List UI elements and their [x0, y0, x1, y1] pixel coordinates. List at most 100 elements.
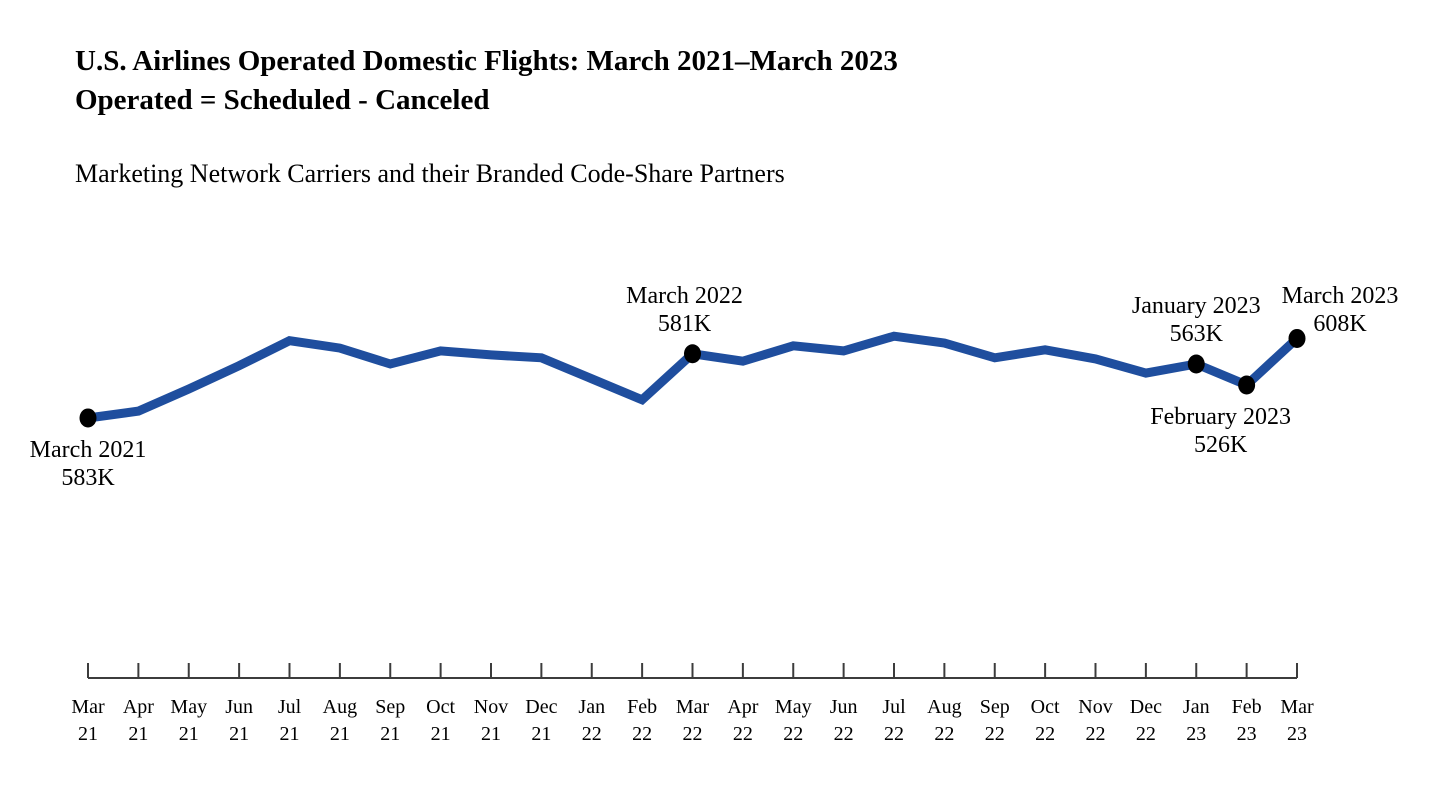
data-point-marker: [684, 344, 701, 364]
x-tick-label: Oct 21: [408, 694, 474, 748]
x-tick-month: Aug: [322, 696, 358, 718]
x-tick-year: 21: [229, 723, 250, 745]
x-tick-label: Mar 23: [1264, 694, 1330, 748]
annotation-title: March 2022: [626, 282, 743, 309]
annotation-title: February 2023: [1150, 404, 1291, 431]
x-axis: [87, 663, 1298, 679]
x-tick-label: May 21: [156, 694, 222, 748]
x-tick-year: 21: [329, 723, 350, 745]
x-tick-label: Aug 22: [911, 694, 977, 748]
annotation-title: March 2021: [29, 436, 147, 463]
data-point-marker: [1288, 328, 1306, 348]
x-tick-year: 21: [128, 723, 149, 745]
annotation: January 2023 563K: [1132, 292, 1261, 348]
x-tick-year: 22: [833, 723, 854, 745]
x-tick-year: 22: [581, 723, 602, 745]
x-tick-month: Mar: [71, 696, 105, 718]
x-tick-label: Jul 22: [861, 694, 927, 748]
x-tick-month: Jan: [578, 696, 606, 718]
annotation: February 2023 526K: [1150, 403, 1291, 459]
x-tick-year: 21: [279, 723, 300, 745]
annotation-title: March 2023: [1281, 283, 1399, 310]
x-tick-month: Dec: [1129, 696, 1162, 718]
x-tick-label: Feb 22: [609, 694, 675, 748]
chart-title-line1: U.S. Airlines Operated Domestic Flights:…: [75, 45, 898, 77]
x-tick-month: Jan: [1182, 696, 1210, 718]
x-tick-year: 21: [380, 723, 401, 745]
x-tick-year: 22: [632, 723, 653, 745]
x-tick-month: Apr: [122, 696, 154, 718]
x-tick-month: Jun: [225, 696, 254, 718]
x-tick-year: 22: [783, 723, 804, 745]
annotation-value: 608K: [1313, 311, 1367, 338]
x-tick-label: Aug 21: [307, 694, 373, 748]
x-tick-label: Feb 23: [1214, 694, 1280, 748]
annotation: March 2023 608K: [1282, 282, 1399, 338]
x-tick-month: Nov: [473, 696, 509, 718]
x-tick-month: May: [170, 696, 208, 718]
x-tick-label: Dec 21: [508, 694, 574, 748]
x-tick-month: Sep: [375, 696, 406, 718]
x-tick-month: Nov: [1078, 696, 1113, 718]
x-tick-label: Mar 21: [55, 694, 121, 748]
x-tick-month: Apr: [727, 696, 759, 718]
data-point-marker: [1238, 375, 1256, 395]
x-tick-year: 23: [1236, 723, 1257, 745]
x-tick-label: Jan 23: [1163, 694, 1229, 748]
x-tick-label: Nov 22: [1063, 694, 1129, 748]
x-tick-year: 21: [481, 723, 501, 745]
annotation-value: 581K: [657, 310, 712, 337]
x-tick-month: Oct: [426, 696, 456, 718]
x-tick-year: 21: [531, 723, 552, 745]
x-tick-year: 22: [984, 723, 1005, 745]
x-tick-label: May 22: [760, 694, 826, 748]
x-tick-month: Sep: [979, 696, 1010, 718]
x-tick-year: 22: [1135, 723, 1156, 745]
x-tick-month: May: [774, 696, 812, 718]
x-tick-month: Feb: [627, 696, 658, 718]
x-tick-label: Jun 21: [206, 694, 272, 748]
chart-caption: Marketing Network Carriers and their Bra…: [75, 159, 785, 188]
x-tick-year: 22: [884, 723, 904, 745]
x-tick-month: Oct: [1030, 696, 1060, 718]
x-tick-year: 22: [934, 723, 955, 745]
annotation-value: 526K: [1193, 432, 1248, 459]
x-tick-year: 22: [682, 723, 703, 745]
x-tick-label: Apr 21: [105, 694, 171, 748]
x-tick-label: Jul 21: [257, 694, 323, 748]
x-tick-label: Jan 22: [559, 694, 625, 748]
x-tick-month: Jul: [277, 696, 302, 718]
x-tick-month: Dec: [525, 696, 558, 718]
x-tick-label: Dec 22: [1113, 694, 1179, 748]
x-tick-year: 21: [178, 723, 199, 745]
data-point-marker: [79, 408, 97, 428]
annotation-value: 583K: [61, 464, 115, 491]
x-tick-year: 22: [732, 723, 753, 745]
annotation-value: 563K: [1169, 321, 1223, 347]
x-tick-year: 23: [1287, 723, 1307, 745]
annotation: March 2021 583K: [30, 436, 147, 492]
x-tick-label: Apr 22: [710, 694, 776, 748]
x-tick-label: Sep 22: [962, 694, 1028, 748]
data-point-marker: [1187, 354, 1205, 374]
chart-title: U.S. Airlines Operated Domestic Flights:…: [75, 42, 898, 120]
x-tick-label: Sep 21: [357, 694, 423, 748]
x-tick-label: Nov 21: [458, 694, 524, 748]
x-tick-month: Mar: [675, 696, 710, 718]
x-tick-month: Mar: [1280, 696, 1314, 718]
annotation: March 2022 581K: [626, 282, 743, 338]
x-tick-year: 22: [1085, 723, 1106, 745]
x-tick-year: 21: [430, 723, 451, 745]
data-point-markers: [79, 328, 1306, 428]
x-tick-label: Jun 22: [811, 694, 877, 748]
x-tick-month: Jul: [882, 696, 906, 718]
x-tick-year: 23: [1186, 723, 1207, 745]
annotation-title: January 2023: [1131, 293, 1261, 319]
x-tick-label: Mar 22: [660, 694, 726, 748]
x-tick-month: Feb: [1231, 696, 1262, 718]
chart-title-line2: Operated = Scheduled - Canceled: [75, 84, 490, 116]
x-tick-year: 21: [78, 723, 98, 745]
